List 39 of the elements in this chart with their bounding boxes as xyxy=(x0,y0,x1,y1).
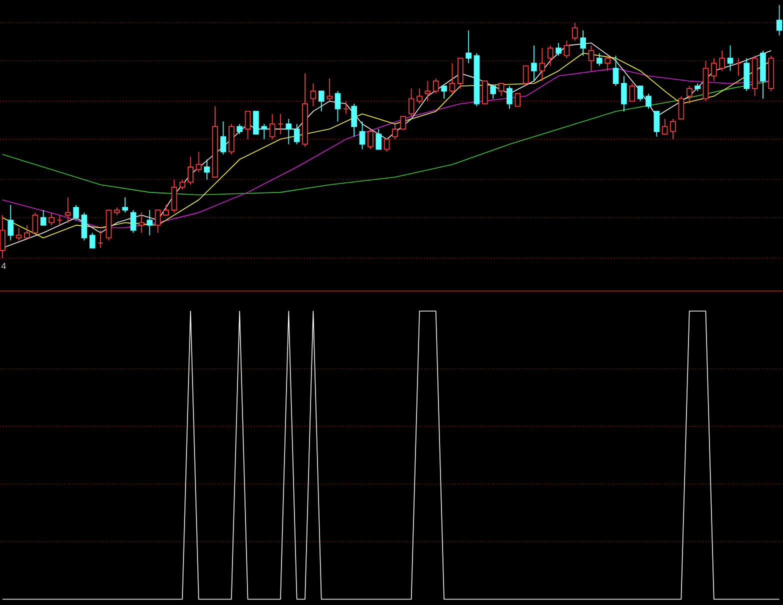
candlestick xyxy=(0,214,6,259)
candlestick xyxy=(302,72,308,148)
candlestick xyxy=(326,78,332,102)
candlestick xyxy=(16,227,22,241)
candlestick xyxy=(64,196,71,224)
candlestick xyxy=(531,45,537,82)
candlestick xyxy=(466,30,472,64)
candlestick xyxy=(188,156,194,186)
candlestick xyxy=(286,118,292,145)
candlestick xyxy=(146,210,153,236)
candlestick xyxy=(122,196,128,213)
candlestick xyxy=(269,113,276,140)
candlestick xyxy=(711,58,717,82)
candlestick xyxy=(719,50,725,72)
candlestick xyxy=(744,58,750,92)
candlestick xyxy=(580,30,586,56)
candlestick xyxy=(98,230,104,248)
candlestick xyxy=(48,212,54,226)
candlestick xyxy=(621,75,627,112)
candlestick xyxy=(736,58,742,76)
text: 4 xyxy=(1,262,6,270)
candlestick xyxy=(278,113,284,135)
candlestick xyxy=(138,212,144,234)
candlestick xyxy=(416,88,422,104)
candlestick xyxy=(776,4,782,36)
candlestick xyxy=(392,124,398,140)
candlestick xyxy=(8,204,14,241)
candlestick xyxy=(408,88,414,117)
candlestick xyxy=(56,214,63,226)
candlestick xyxy=(539,48,546,82)
candlestick xyxy=(171,179,178,213)
candlestick xyxy=(204,158,210,180)
candlestick xyxy=(556,42,562,56)
candlestick xyxy=(351,103,357,138)
candlestick xyxy=(294,124,300,145)
candlestick xyxy=(343,100,349,114)
candlestick xyxy=(424,80,431,102)
candlestick xyxy=(596,52,602,66)
candlestick xyxy=(572,22,578,41)
